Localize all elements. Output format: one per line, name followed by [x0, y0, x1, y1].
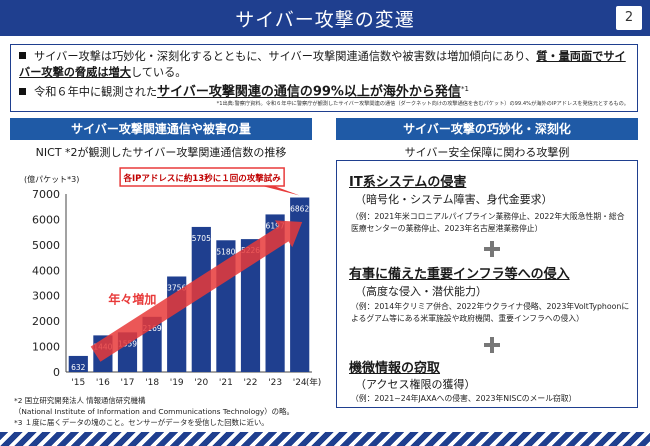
summary-box: サイバー攻撃は巧妙化・深刻化するとともに、サイバー攻撃関連通信数や被害数は増加傾…: [10, 44, 638, 112]
page-title: サイバー攻撃の変遷: [235, 9, 415, 31]
bar: [290, 197, 310, 372]
bullet-2-text-a: 令和６年中に観測された: [34, 85, 158, 99]
x-axis-unit: (年): [306, 378, 322, 388]
x-tick-label: '22: [244, 378, 258, 388]
y-tick-label: 2000: [32, 315, 60, 328]
bar-value-label: 6862: [290, 205, 309, 214]
bar: [265, 214, 285, 372]
x-tick-label: '18: [145, 378, 159, 388]
x-tick-label: '15: [71, 378, 85, 388]
traffic-chart: 01000200030004000500060007000632'151440'…: [0, 160, 330, 392]
bar: [191, 226, 211, 372]
note-line-2: （National Institute of Information and C…: [14, 407, 294, 416]
x-tick-label: '16: [96, 378, 110, 388]
traffic-chart-svg: 01000200030004000500060007000632'151440'…: [32, 167, 312, 388]
attack-item-2-sub: （高度な侵入・潜伏能力）: [355, 285, 487, 298]
callout-text: 各IPアドレスに約13秒に１回の攻撃試み: [123, 173, 282, 184]
chart-notes: *2 国立研究開発法人 情報通信研究機構 （National Institute…: [14, 395, 294, 428]
bullet-1-emphasis: 質・量両面でサイバー攻撃の脅威は増大: [19, 50, 626, 79]
y-tick-label: 4000: [32, 264, 60, 277]
attack-item-1-sub: （暗号化・システム障害、身代金要求）: [355, 193, 553, 206]
bar: [68, 355, 88, 372]
attack-item-3-title: 機微情報の窃取: [349, 361, 441, 376]
x-tick-label: '19: [170, 378, 184, 388]
y-tick-label: 1000: [32, 341, 60, 354]
y-tick-label: 0: [53, 366, 60, 379]
bullet-1-text-a: サイバー攻撃は巧妙化・深刻化するとともに、サイバー攻撃関連通信数や被害数は増加傾…: [34, 50, 537, 63]
bar-value-label: 5180: [216, 247, 235, 256]
x-tick-label: '17: [121, 378, 135, 388]
attack-item-1-example: （例：2021年米コロニアルパイプライン業務停止、2022年大阪急性期・総合医療…: [351, 212, 625, 233]
callout-box: [119, 167, 285, 187]
left-panel-heading: サイバー攻撃関連通信や被害の量: [10, 118, 312, 140]
summary-footnote: *1出典:警察庁資料。令和６年中に警察庁が観測したサイバー攻撃関連の通信（ダーク…: [216, 101, 629, 107]
summary-bullet-1: サイバー攻撃は巧妙化・深刻化するとともに、サイバー攻撃関連通信数や被害数は増加傾…: [19, 49, 631, 81]
note-line-3: *3 １度に届くデータの塊のこと。センサーがデータを受信した回数に近い。: [14, 418, 269, 427]
bar: [240, 239, 261, 372]
note-line-1: *2 国立研究開発法人 情報通信研究機構: [14, 396, 146, 405]
bar-value-label: 3756: [167, 283, 186, 292]
title-bar: サイバー攻撃の変遷 2: [0, 0, 650, 36]
summary-bullet-2: 令和６年中に観測されたサイバー攻撃関連の通信の99%以上が海外から発信*1: [19, 81, 631, 101]
plus-icon: [484, 337, 500, 353]
x-tick-label: '23: [268, 378, 282, 388]
bullet-2-emphasis: サイバー攻撃関連の通信の99%以上が海外から発信: [157, 84, 461, 100]
x-tick-label: '24: [293, 378, 307, 388]
bullet-1-text-b: している。: [130, 66, 187, 79]
attack-item-2-title: 有事に備えた重要インフラ等への侵入: [349, 267, 570, 282]
callout-pointer: [262, 186, 300, 196]
bullet-2-footnote-mark: *1: [460, 85, 469, 93]
x-tick-label: '20: [194, 378, 208, 388]
right-panel-heading: サイバー攻撃の巧妙化・深刻化: [336, 118, 638, 140]
attack-item-3-sub: （アクセス権限の獲得）: [355, 378, 476, 391]
decorative-stripe-band: [0, 432, 650, 446]
plus-icon: [484, 241, 500, 257]
y-tick-label: 3000: [32, 290, 60, 303]
left-panel-subheading: NICT *2が観測したサイバー攻撃関連通信数の推移: [35, 146, 287, 159]
page-number: 2: [616, 6, 642, 30]
attack-item-3-example: （例：2021~24年JAXAへの侵害、2023年NISCのメール窃取）: [351, 394, 577, 403]
y-tick-label: 6000: [32, 213, 60, 226]
square-bullet-icon: [19, 87, 26, 95]
trend-label: 年々増加: [108, 291, 156, 306]
x-tick-label: '21: [219, 378, 233, 388]
y-tick-label: 7000: [32, 188, 60, 201]
right-panel-subheading: サイバー安全保障に関わる攻撃例: [404, 146, 570, 159]
bar-value-label: 5705: [192, 234, 211, 243]
square-bullet-icon: [19, 52, 26, 59]
bar-value-label: 632: [71, 363, 86, 372]
attack-item-2-example: （例：2014年クリミア併合、2022年ウクライナ侵略、2023年VoltTyp…: [351, 302, 630, 323]
y-axis-unit: (億パケット*3): [24, 175, 80, 184]
bar-value-label: 6197: [266, 221, 285, 230]
trend-arrow: [90, 220, 303, 362]
y-tick-label: 5000: [32, 239, 60, 252]
attack-examples-card: IT系システムの侵害 （暗号化・システム障害、身代金要求） （例：2021年米コ…: [336, 160, 638, 408]
attack-item-1-title: IT系システムの侵害: [349, 175, 467, 190]
